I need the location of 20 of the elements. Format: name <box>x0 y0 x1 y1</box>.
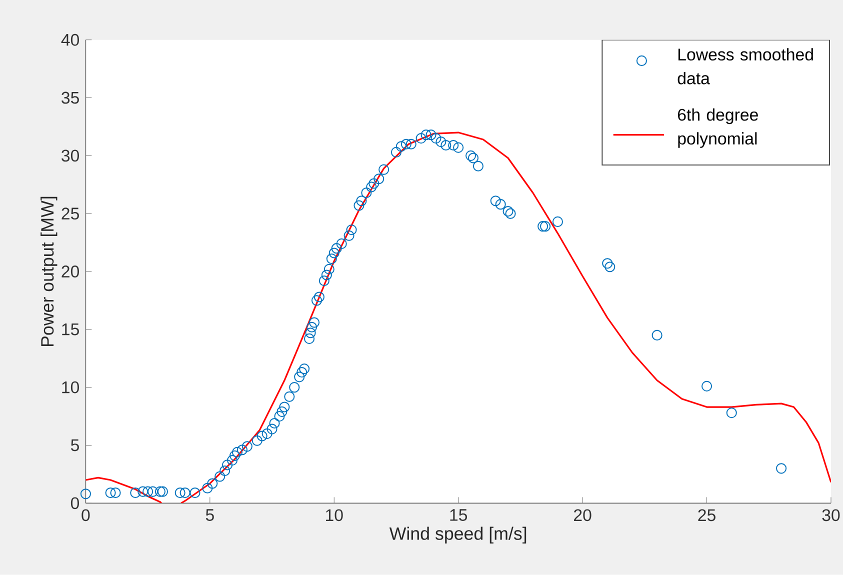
y-tick-label: 35 <box>62 92 79 104</box>
legend-label: 6th degree polynomial <box>678 108 758 148</box>
x-axis-title: Wind speed [m/s] <box>389 526 526 544</box>
y-axis-title: Power output [MW] <box>40 196 58 346</box>
y-tick-label: 25 <box>62 208 79 220</box>
x-tick-label: 25 <box>698 509 716 522</box>
y-tick-label: 20 <box>62 266 80 278</box>
y-tick-label: 40 <box>61 34 80 46</box>
y-tick-label: 5 <box>70 439 79 452</box>
x-tick-label: 20 <box>574 509 592 522</box>
y-tick-label: 10 <box>62 381 80 394</box>
x-tick-label: 5 <box>206 509 214 521</box>
x-tick-label: 30 <box>822 509 840 522</box>
x-tick-label: 0 <box>82 509 90 522</box>
y-tick-label: 0 <box>70 497 80 510</box>
x-tick-label: 15 <box>450 509 468 521</box>
x-tick-label: 10 <box>326 509 343 522</box>
y-tick-label: 15 <box>62 324 79 336</box>
y-tick-label: 30 <box>62 150 80 162</box>
legend-label: Lowess smoothed data <box>678 48 813 84</box>
